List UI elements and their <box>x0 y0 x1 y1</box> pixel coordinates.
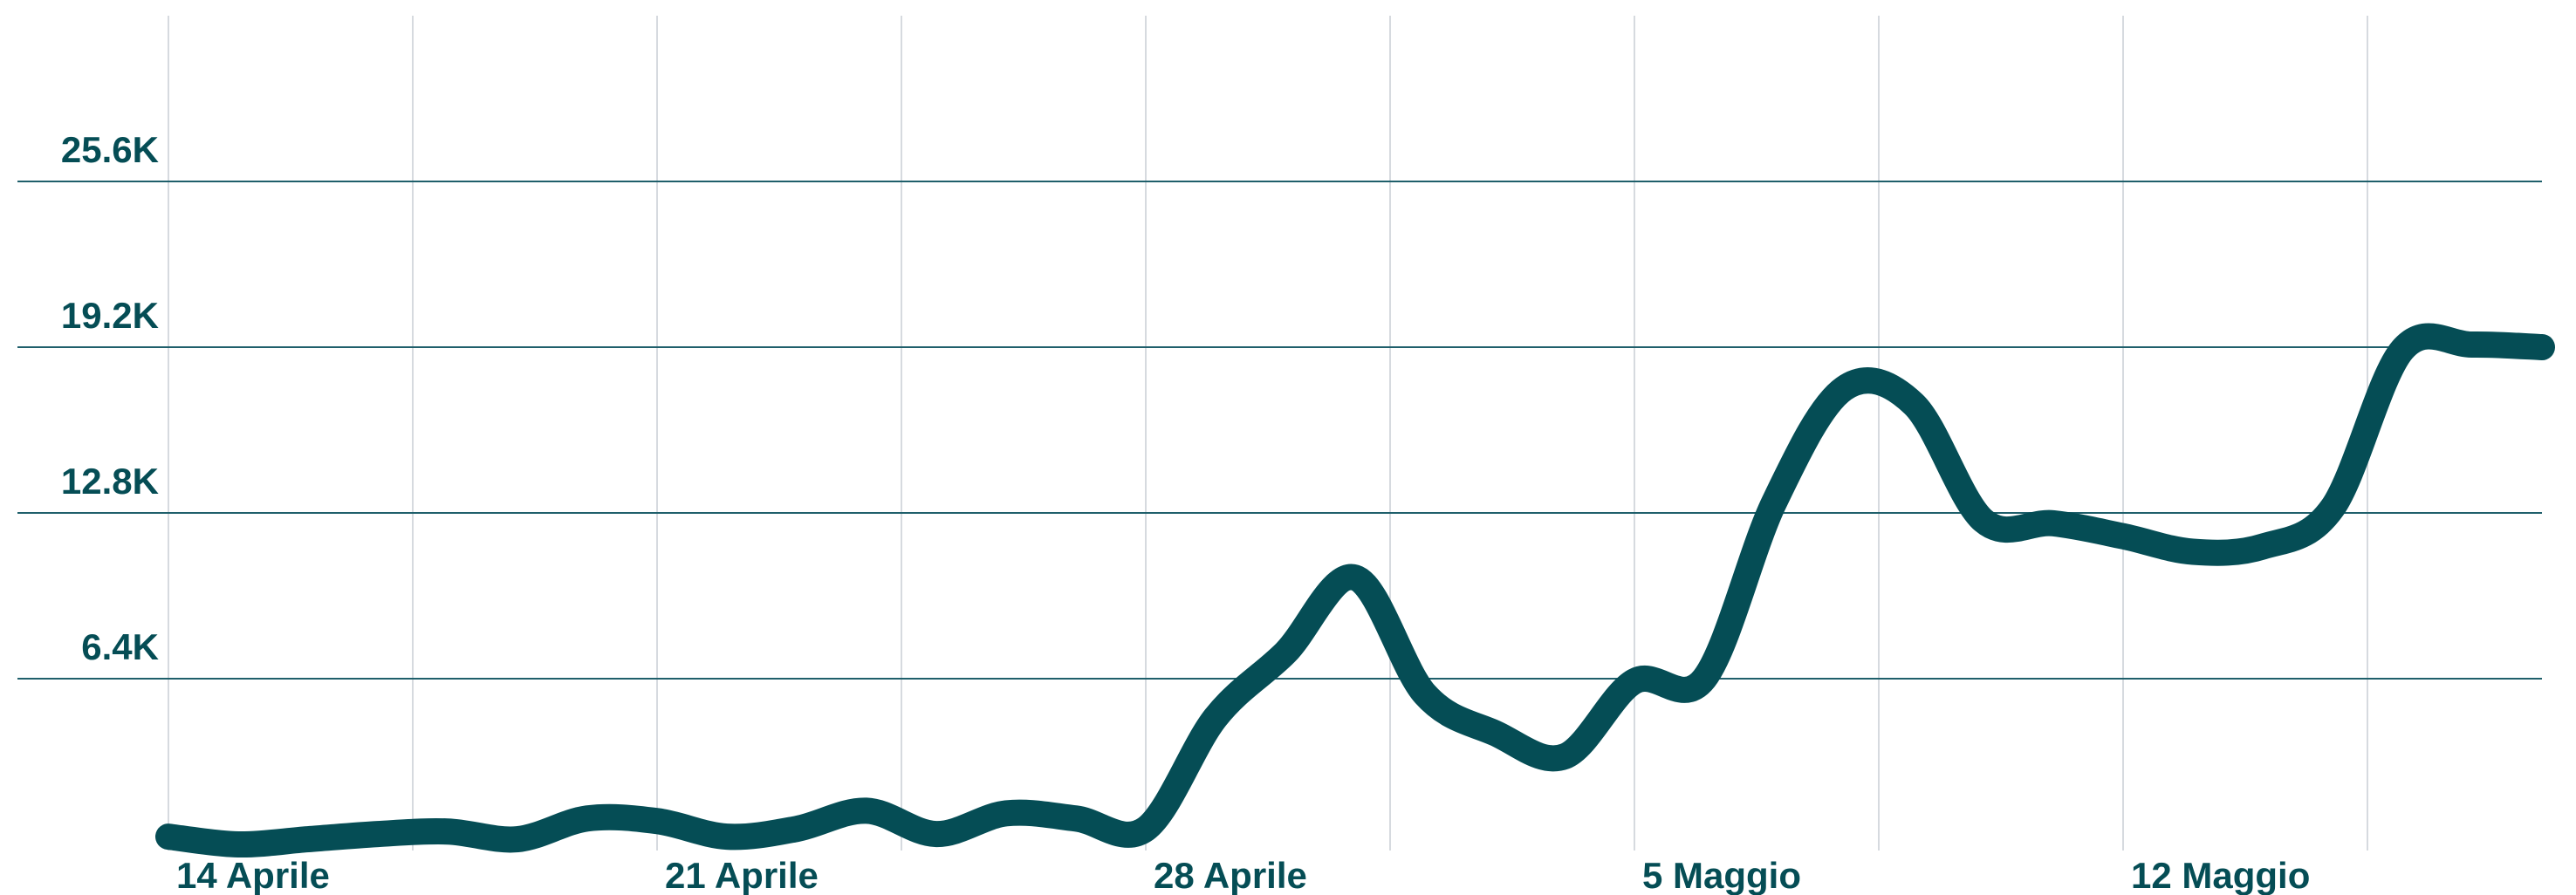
data-point <box>2263 546 2264 547</box>
data-point <box>1076 818 1077 819</box>
vertical-gridlines <box>168 16 2368 851</box>
data-point <box>1844 388 1845 389</box>
data-point <box>2193 551 2194 552</box>
x-tick-label: 28 Aprile <box>1154 855 1307 895</box>
horizontal-gridlines <box>17 181 2542 680</box>
data-point <box>1914 404 1915 405</box>
data-point <box>1774 502 1775 503</box>
data-point <box>1285 652 1286 653</box>
x-tick-label: 5 Maggio <box>1642 855 1801 895</box>
data-point <box>657 821 658 822</box>
series-line <box>155 323 2555 858</box>
y-tick-label: 25.6K <box>61 129 159 170</box>
data-point <box>1983 520 1984 521</box>
data-point <box>936 834 937 835</box>
data-point <box>378 834 379 835</box>
data-point <box>1146 829 1147 830</box>
data-point <box>1355 577 1356 578</box>
data-point <box>797 829 798 830</box>
x-tick-label: 12 Maggio <box>2131 855 2310 895</box>
y-tick-label: 19.2K <box>61 295 159 336</box>
data-point <box>308 839 309 840</box>
y-tick-label: 6.4K <box>81 626 159 667</box>
x-axis-tick-labels: 14 Aprile 21 Aprile 28 Aprile 5 Maggio 12 Ma… <box>176 855 2310 895</box>
x-tick-label: 21 Aprile <box>665 855 819 895</box>
data-point <box>1495 733 1496 734</box>
data-point <box>1425 693 1426 694</box>
y-tick-label: 12.8K <box>61 461 159 502</box>
data-point <box>448 831 449 832</box>
data-point <box>1006 813 1007 814</box>
data-point <box>2542 347 2543 348</box>
data-point <box>1634 680 1635 681</box>
y-axis-tick-labels: 32K 25.6K 19.2K 12.8K 6.4K <box>61 0 159 667</box>
data-point <box>2402 349 2403 350</box>
x-tick-label: 14 Aprile <box>176 855 330 895</box>
data-point <box>587 818 588 819</box>
series-layer <box>155 323 2555 858</box>
data-point <box>238 844 239 845</box>
data-point <box>1704 679 1705 680</box>
y-tick-label: 32K <box>92 0 159 4</box>
data-point <box>517 839 518 840</box>
